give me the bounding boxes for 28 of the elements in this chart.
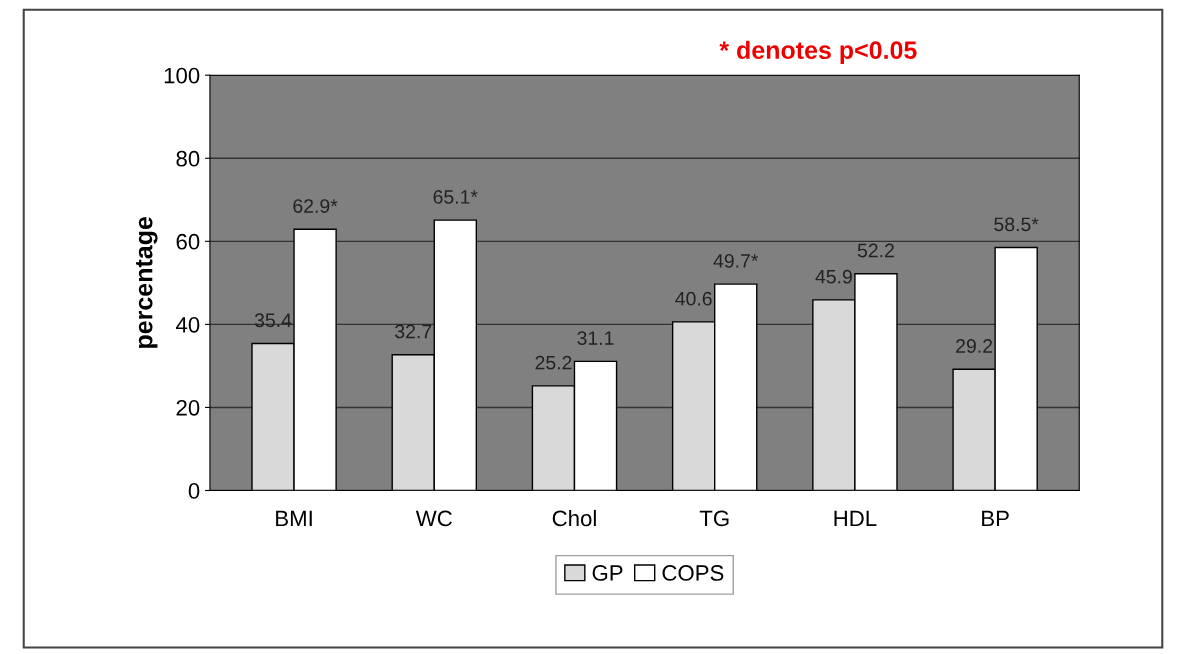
x-tick-label: HDL	[834, 510, 877, 527]
x-tick-label: TG	[699, 510, 729, 527]
data-label: 25.2	[535, 355, 572, 370]
y-tick-label: 20	[176, 399, 200, 416]
data-label: 52.2	[857, 243, 894, 258]
data-label: 31.1	[577, 331, 614, 345]
data-label: 62.9*	[293, 199, 338, 213]
data-label: 45.9	[815, 269, 852, 284]
data-label: 49.7*	[713, 253, 759, 268]
legend-label: COPS	[662, 565, 724, 581]
legend-label: GP	[592, 565, 623, 581]
y-tick-label: 100	[164, 67, 200, 84]
x-tick-label: BP	[982, 510, 1009, 527]
y-tick-label: 0	[188, 483, 200, 499]
x-tick-label: WC	[415, 510, 452, 527]
y-tick-label: 40	[175, 316, 200, 333]
data-label: 65.1*	[433, 190, 478, 204]
y-tick-label: 80	[176, 150, 200, 167]
data-label: 35.4	[254, 313, 292, 328]
data-label: 40.6	[675, 291, 712, 306]
x-tick-label: Chol	[552, 509, 596, 527]
text: * denotes p<0.05	[719, 40, 917, 64]
data-label: 29.2	[956, 339, 993, 353]
y-tick-label: 60	[176, 233, 200, 250]
y-axis-title: percentage	[135, 217, 158, 348]
x-tick-label: BMI	[276, 510, 312, 527]
data-label: 58.5*	[994, 217, 1039, 232]
data-label: 32.7	[395, 324, 432, 339]
